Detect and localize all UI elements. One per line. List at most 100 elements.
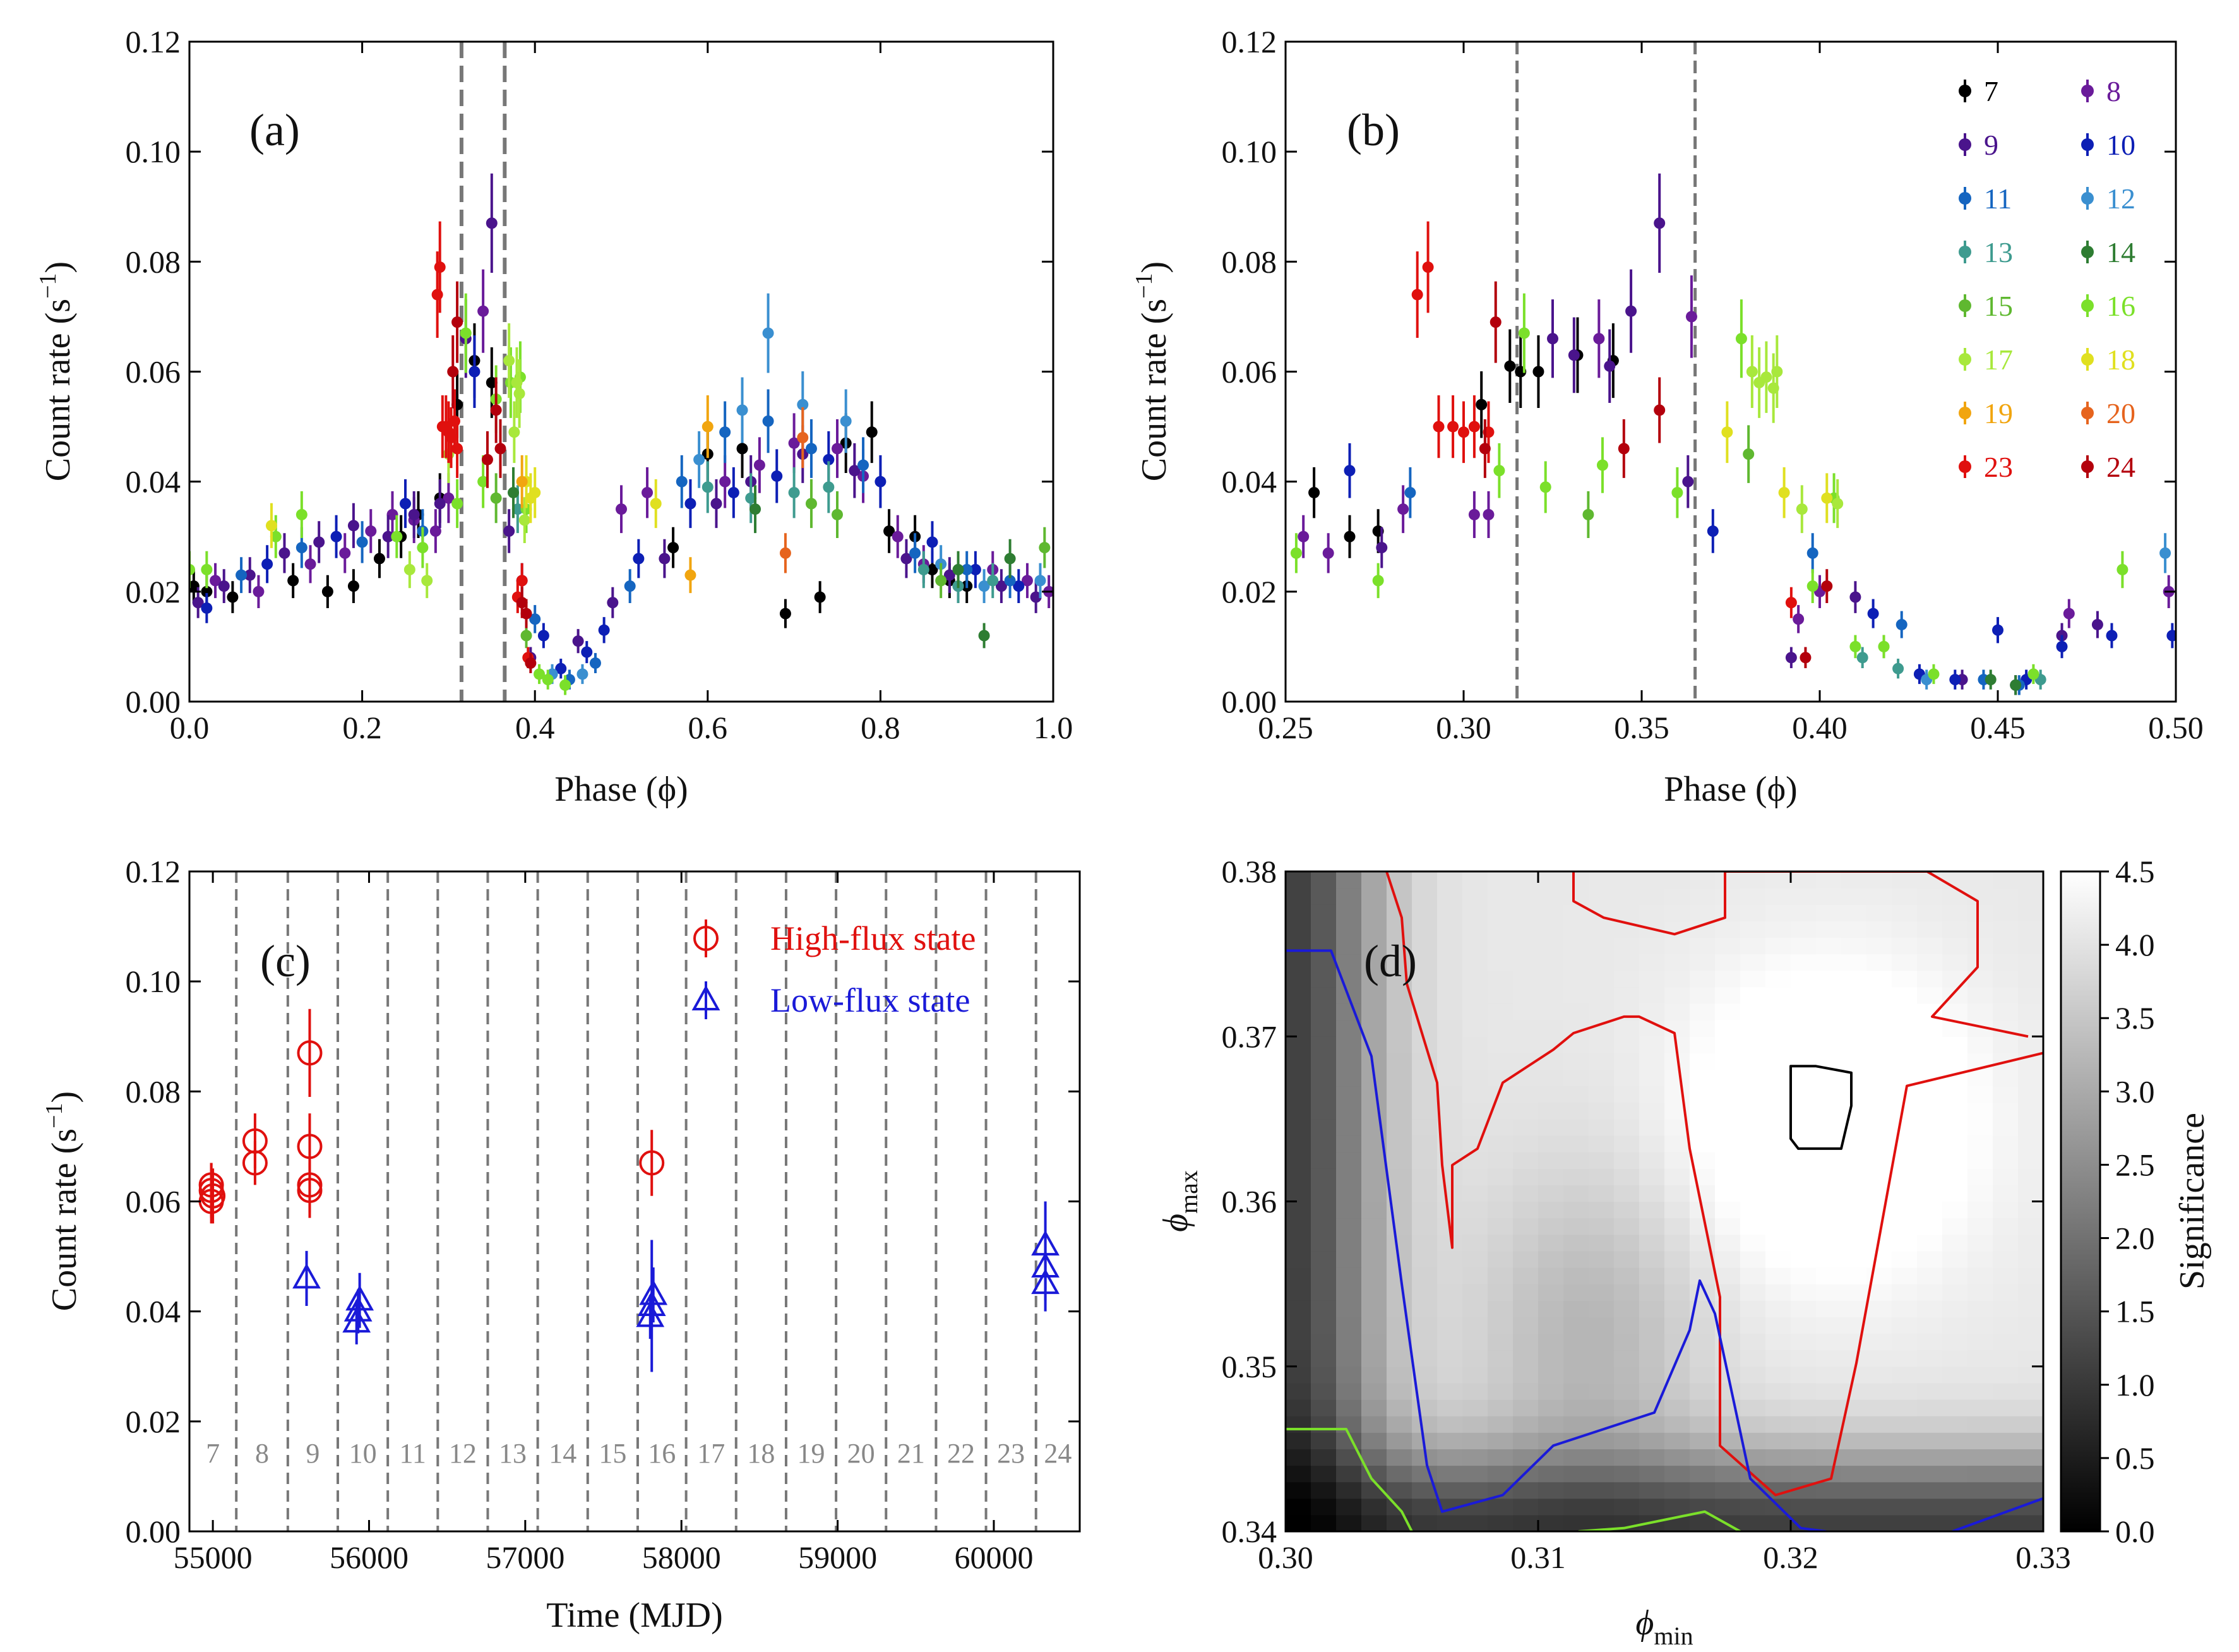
data-point <box>1030 591 1042 603</box>
heatmap-cell <box>1791 937 1817 955</box>
heatmap-cell <box>1311 1481 1337 1499</box>
heatmap-cell <box>1589 1201 1615 1219</box>
heatmap-cell <box>1740 1102 1766 1120</box>
heatmap-cell <box>1690 954 1716 971</box>
heatmap-cell <box>1917 904 1943 921</box>
heatmap-cell <box>1866 1250 1892 1268</box>
heatmap-cell <box>1639 1333 1665 1351</box>
heatmap-cell <box>1917 1135 1943 1152</box>
heatmap-cell <box>1942 1250 1968 1268</box>
heatmap-cell <box>1816 1514 1842 1531</box>
data-point <box>1785 652 1797 664</box>
data-point <box>909 547 921 559</box>
heatmap-cell <box>2018 1234 2043 1252</box>
heatmap-cell <box>1765 1333 1791 1351</box>
heatmap-cell <box>1387 1399 1412 1416</box>
y-tick-label: 0.02 <box>1222 574 1277 609</box>
y-tick-label: 0.06 <box>126 354 181 390</box>
y-tick-label: 0.06 <box>126 1184 181 1219</box>
data-point <box>749 503 761 515</box>
heatmap-cell <box>1967 1069 1993 1087</box>
heatmap-cell <box>1791 954 1817 971</box>
heatmap-cell <box>1917 1250 1943 1268</box>
heatmap-cell <box>1286 904 1311 921</box>
heatmap-cell <box>1715 1020 1741 1037</box>
heatmap-cell <box>1664 1086 1690 1103</box>
heatmap-cell <box>1942 1333 1968 1351</box>
heatmap-cell <box>1690 1069 1716 1087</box>
heatmap-cell <box>1690 937 1716 955</box>
heatmap-cell <box>1892 1432 1918 1449</box>
heatmap-cell <box>1866 1135 1892 1152</box>
heatmap-cell <box>1866 1514 1892 1531</box>
heatmap-cell <box>1942 954 1968 971</box>
data-point <box>1596 459 1608 471</box>
heatmap-cell <box>1942 1218 1968 1235</box>
heatmap-cell <box>1740 986 1766 1004</box>
heatmap-cell <box>2018 1416 2043 1433</box>
heatmap-cell <box>1488 986 1514 1004</box>
heatmap-cell <box>1917 1300 1943 1317</box>
heatmap-cell <box>1361 1020 1387 1037</box>
heatmap-cell <box>1816 1036 1842 1053</box>
panel-c-vlines <box>235 871 1037 1531</box>
heatmap-cell <box>1765 1399 1791 1416</box>
heatmap-cell <box>1462 871 1488 889</box>
heatmap-cell <box>1942 1366 1968 1384</box>
heatmap-cell <box>1917 921 1943 938</box>
heatmap-cell <box>1311 1317 1337 1334</box>
heatmap-cell <box>1967 1152 1993 1169</box>
heatmap-cell <box>1917 1218 1943 1235</box>
heatmap-cell <box>1361 1086 1387 1103</box>
legend-label: 8 <box>2106 75 2121 107</box>
heatmap-cell <box>1614 1432 1640 1449</box>
heatmap-cell <box>1614 1053 1640 1070</box>
heatmap-cell <box>1841 1135 1867 1152</box>
heatmap-cell <box>1816 904 1842 921</box>
heatmap-cell <box>1917 1185 1943 1202</box>
heatmap-cell <box>1690 1234 1716 1252</box>
data-point <box>1397 503 1409 515</box>
heatmap-cell <box>1791 1234 1817 1252</box>
heatmap-cell <box>1740 1382 1766 1400</box>
legend-label: 10 <box>2106 129 2135 161</box>
data-point <box>555 662 567 674</box>
heatmap-cell <box>1286 1317 1311 1334</box>
heatmap-cell <box>1715 1465 1741 1483</box>
colorbar-tick-label: 3.5 <box>2115 1000 2155 1036</box>
heatmap-cell <box>1311 986 1337 1004</box>
x-tick-label: 0.45 <box>1970 710 2026 745</box>
heatmap-cell <box>1993 1201 2019 1219</box>
heatmap-cell <box>1866 1399 1892 1416</box>
heatmap-cell <box>1513 970 1539 988</box>
heatmap-cell <box>1993 904 2019 921</box>
data-point <box>727 487 739 499</box>
heatmap-cell <box>1664 871 1690 889</box>
data-point <box>542 674 554 686</box>
data-point <box>1568 349 1580 361</box>
contour-line <box>1286 1428 1413 1531</box>
heatmap-cell <box>1387 1366 1412 1384</box>
x-tick-label: 0.0 <box>170 710 210 745</box>
heatmap-cell <box>1917 1086 1943 1103</box>
heatmap-cell <box>1866 986 1892 1004</box>
data-point <box>1796 503 1808 515</box>
heatmap-cell <box>1589 1382 1615 1400</box>
heatmap-cell <box>1740 1086 1766 1103</box>
heatmap-cell <box>1639 1498 1665 1516</box>
heatmap-cell <box>1841 904 1867 921</box>
colorbar <box>2060 870 2101 1533</box>
heatmap-cell <box>1765 1300 1791 1317</box>
heatmap-cell <box>1791 871 1817 889</box>
heatmap-cell <box>1866 921 1892 938</box>
heatmap-cell <box>1286 1514 1311 1531</box>
heatmap-cell <box>1639 1300 1665 1317</box>
heatmap-cell <box>1361 1382 1387 1400</box>
heatmap-cell <box>1513 1086 1539 1103</box>
heatmap-cell <box>1841 1481 1867 1499</box>
legend-marker <box>2081 246 2094 258</box>
heatmap-cell <box>1791 1366 1817 1384</box>
heatmap-cell <box>1892 921 1918 938</box>
data-point <box>486 217 498 229</box>
heatmap-cell <box>1336 1350 1362 1367</box>
